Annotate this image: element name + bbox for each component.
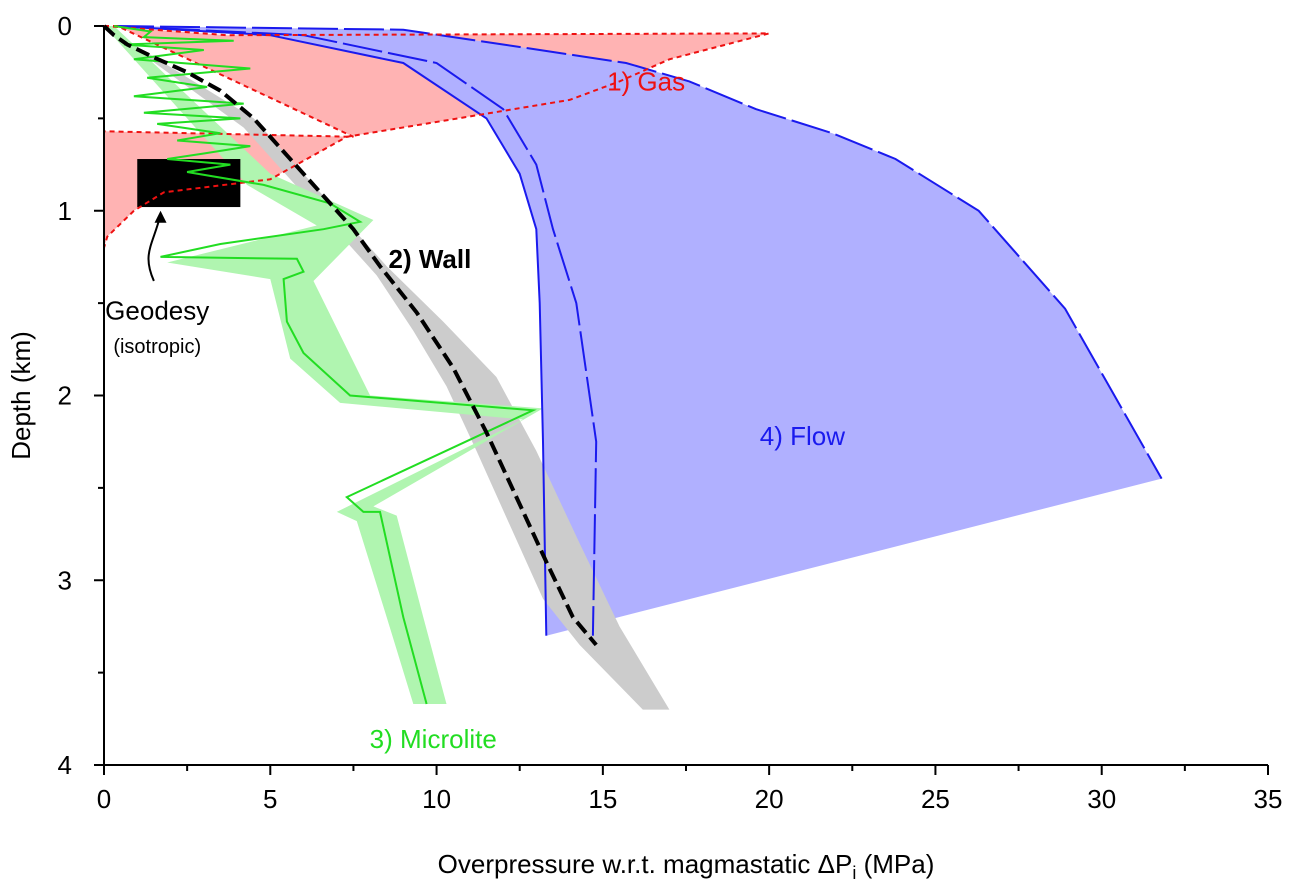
flow-inner-dashed-line [113, 25, 598, 636]
gas-lower-line [103, 25, 354, 138]
wall-uncertainty-band [104, 26, 670, 710]
geodesy-label: Geodesy [105, 296, 209, 326]
x-tick-label: 15 [588, 784, 617, 814]
x-axis-title: Overpressure w.r.t. magmastatic ΔPi (MPa… [438, 849, 935, 883]
wall-line [102, 24, 598, 647]
x-tick-label: 20 [755, 784, 784, 814]
wall-label: 2) Wall [389, 244, 472, 274]
x-tick-label: 10 [422, 784, 451, 814]
line-layer [102, 24, 1163, 705]
geodesy-arrow-shaft [147, 214, 162, 282]
x-tick-label: 30 [1087, 784, 1116, 814]
y-tick-label: 3 [58, 565, 72, 595]
annotations: 1) Gas 2) Wall 3) Microlite 4) Flow Geod… [6, 66, 934, 883]
y-axis-title: Depth (km) [6, 331, 36, 460]
flow-outer-line [113, 25, 1163, 480]
y-tick-label: 4 [58, 750, 72, 780]
fill-layer [104, 26, 1162, 710]
x-axis-title-main: Overpressure w.r.t. magmastatic ΔP [438, 849, 853, 879]
microlite-uncertainty-band [104, 26, 543, 704]
y-tick-label: 1 [58, 196, 72, 226]
x-tick-label: 0 [97, 784, 111, 814]
y-tick-label: 0 [58, 11, 72, 41]
x-axis-title-subscript: i [852, 863, 856, 883]
geodesy-arrow-head [154, 210, 167, 223]
x-tick-label: 5 [263, 784, 277, 814]
y-tick-label: 2 [58, 381, 72, 411]
microlite-line [113, 25, 537, 705]
microlite-label: 3) Microlite [370, 724, 497, 754]
x-tick-label: 35 [1254, 784, 1283, 814]
x-tick-label: 25 [921, 784, 950, 814]
x-axis-title-unit: (MPa) [856, 849, 934, 879]
ticks: 0 5 10 15 20 25 30 35 0 1 2 3 4 [58, 11, 1283, 814]
geodesy-sublabel: (isotropic) [113, 336, 201, 358]
gas-label: 1) Gas [607, 66, 685, 96]
flow-inner-solid-line [113, 25, 548, 636]
flow-label: 4) Flow [760, 421, 845, 451]
flow-region [114, 26, 1162, 636]
